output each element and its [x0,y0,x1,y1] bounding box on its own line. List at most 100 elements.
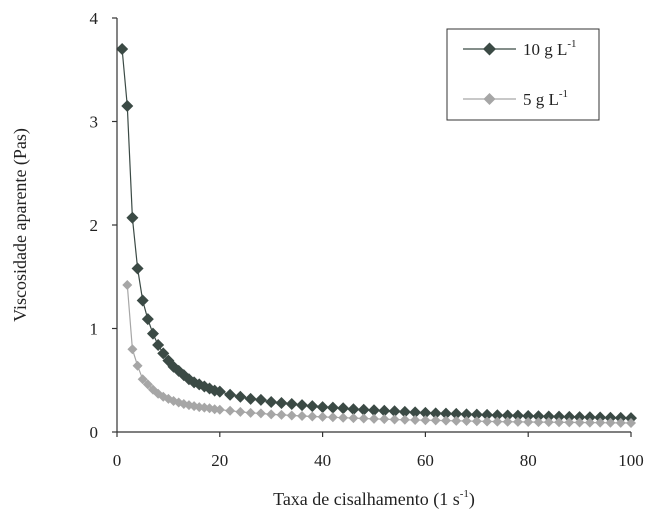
data-point [265,395,278,408]
data-point [440,415,451,426]
data-point [542,410,555,423]
x-tick-label: 40 [314,451,331,470]
data-point [244,392,257,405]
y-tick-label: 3 [90,113,99,132]
data-point [255,408,266,419]
data-point [553,410,566,423]
y-tick-label: 2 [90,216,99,235]
data-point [235,406,246,417]
data-point [132,360,143,371]
tick-layer: 0 20 40 60 80 100 0 1 2 3 4 [90,9,644,470]
data-point [482,416,493,427]
data-point [409,406,422,419]
x-tick-label: 100 [618,451,644,470]
data-point [532,410,545,423]
data-point [296,399,309,412]
data-point [430,415,441,426]
data-point [595,417,606,428]
data-point [460,408,473,421]
data-point [429,407,442,420]
data-point [131,262,144,275]
legend: 10 g L-1 5 g L-1 [446,28,600,121]
data-point [234,390,247,403]
legend-label-10gL: 10 g L-1 [523,38,577,59]
data-point [522,409,535,422]
x-tick-label: 0 [113,451,122,470]
x-tick-label: 80 [520,451,537,470]
data-point [378,404,391,417]
data-point [245,407,256,418]
data-point [543,417,554,428]
data-point [470,408,483,421]
data-point [157,347,170,360]
data-point [563,410,576,423]
data-point [471,416,482,427]
data-point [399,414,410,425]
data-point [461,416,472,427]
x-tick-label: 20 [211,451,228,470]
data-point [450,407,463,420]
data-point [121,99,134,112]
legend-box [446,28,600,121]
legend-label-5gL-sup: -1 [559,88,568,100]
data-point [307,411,318,422]
data-point [316,401,329,414]
data-point [419,406,432,419]
data-point [276,409,287,420]
data-point [492,416,503,427]
data-point [564,417,575,428]
data-point [388,405,401,418]
data-point [358,413,369,424]
data-point [420,415,431,426]
data-point [389,414,400,425]
series-layer [116,43,637,428]
y-tick-label: 4 [90,9,99,28]
y-tick-label: 0 [90,423,99,442]
x-axis-title-sup: -1 [460,488,469,500]
data-point [347,403,360,416]
data-point [398,405,411,418]
y-axis-title: Viscosidade aparente (Pas) [10,128,31,322]
data-point [136,294,149,307]
data-point [357,403,370,416]
data-point [533,417,544,428]
data-point [615,417,626,428]
data-point [266,409,277,420]
data-point [214,404,225,415]
legend-label-10gL-main: 10 g L [523,40,567,59]
data-point [605,417,616,428]
data-point [146,327,159,340]
data-point [501,409,514,422]
data-point [574,417,585,428]
data-point [116,43,129,56]
data-point [141,313,154,326]
data-point [410,414,421,425]
data-point [626,417,636,428]
data-point [604,411,617,424]
data-point [594,411,607,424]
data-point [439,407,452,420]
data-point [338,412,349,423]
legend-label-5gL: 5 g L-1 [523,88,568,109]
data-point [502,416,513,427]
data-point [286,410,297,421]
data-point [137,374,148,385]
x-axis-title-close: ) [469,489,475,510]
data-point [369,413,379,424]
data-point [225,405,236,416]
data-point [368,404,380,417]
legend-label-5gL-main: 5 g L [523,90,559,109]
data-point [573,411,586,424]
data-point [554,417,565,428]
data-point [326,401,339,414]
data-point [481,408,494,421]
legend-label-10gL-sup: -1 [567,38,576,50]
data-point [127,344,138,355]
data-point [512,416,523,427]
data-point [348,413,359,424]
data-point [327,412,338,423]
data-point [152,339,165,352]
data-point [126,211,139,224]
data-point [511,409,524,422]
